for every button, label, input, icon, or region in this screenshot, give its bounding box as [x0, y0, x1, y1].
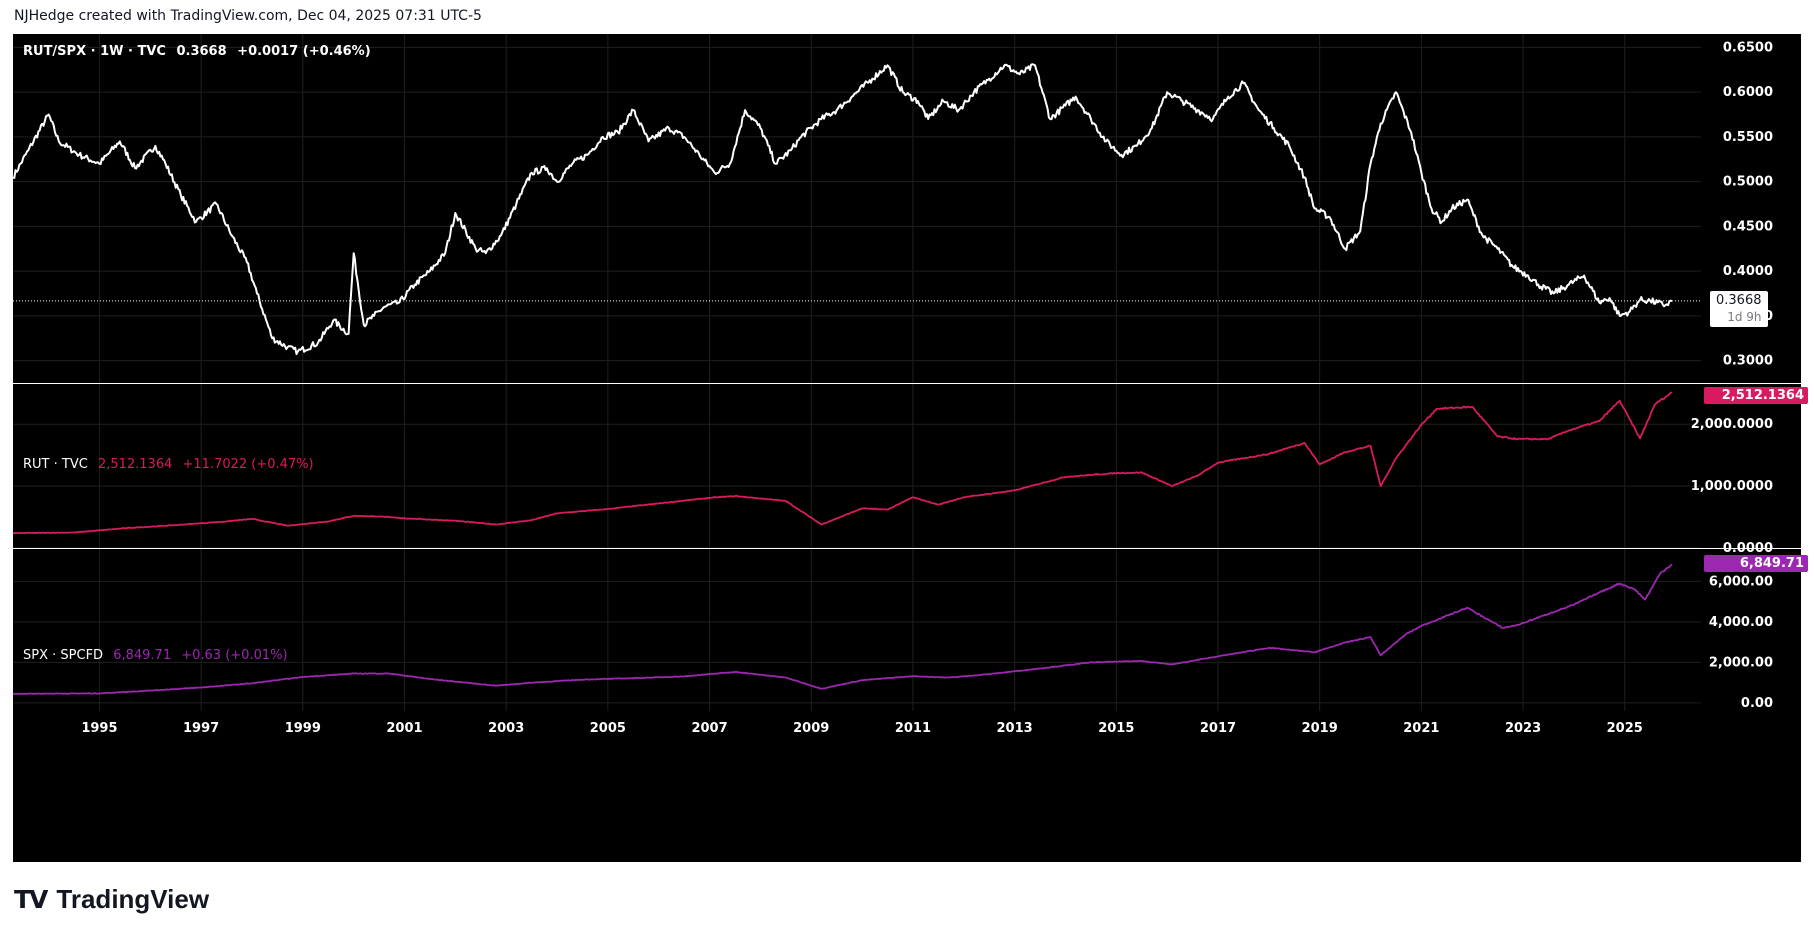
- legend-main-symbol: RUT/SPX · 1W · TVC: [23, 44, 166, 59]
- y-tick-label-main: 0.5000: [1723, 175, 1773, 190]
- x-tick-label: 1997: [183, 721, 219, 736]
- legend-spx[interactable]: SPX · SPCFD 6,849.71 +0.63 (+0.01%): [23, 648, 294, 663]
- tradingview-mark-icon: TV: [14, 884, 48, 914]
- price-tag-main: 0.3668 1d 9h: [1710, 290, 1768, 327]
- x-tick-label: 2011: [895, 721, 931, 736]
- series-line-rut[interactable]: [13, 391, 1673, 535]
- y-tick-label-main: 0.4000: [1723, 264, 1773, 279]
- x-tick-label: 2025: [1607, 721, 1643, 736]
- y-tick-label-main: 0.6500: [1723, 40, 1773, 55]
- y-tick-label-main: 0.4500: [1723, 219, 1773, 234]
- legend-main[interactable]: RUT/SPX · 1W · TVC 0.3668 +0.0017 (+0.46…: [23, 44, 377, 59]
- x-tick-label: 1995: [81, 721, 117, 736]
- x-tick-label: 2015: [1098, 721, 1134, 736]
- y-tick-label-spx: 2,000.00: [1709, 655, 1773, 670]
- legend-rut-symbol: RUT · TVC: [23, 457, 88, 472]
- x-tick-label: 2021: [1403, 721, 1439, 736]
- x-tick-label: 2019: [1302, 721, 1338, 736]
- x-tick-label: 2013: [997, 721, 1033, 736]
- legend-main-last: 0.3668: [176, 44, 227, 59]
- x-tick-label: 2007: [691, 721, 727, 736]
- x-tick-label: 2009: [793, 721, 829, 736]
- x-tick-label: 2003: [488, 721, 524, 736]
- legend-rut[interactable]: RUT · TVC 2,512.1364 +11.7022 (+0.47%): [23, 457, 320, 472]
- y-tick-label-rut: 2,000.0000: [1691, 417, 1773, 432]
- x-tick-label: 2001: [386, 721, 422, 736]
- legend-spx-symbol: SPX · SPCFD: [23, 648, 104, 663]
- y-tick-label-spx: 6,000.00: [1709, 574, 1773, 589]
- series-line-spx[interactable]: [13, 563, 1673, 695]
- y-tick-label-spx: 4,000.00: [1709, 615, 1773, 630]
- price-tag-main-value: 0.3668: [1716, 292, 1762, 308]
- chart-svg[interactable]: 1995 1997 1999 2001 2003 2005 2007 2009 2011 2013…: [13, 34, 1801, 862]
- x-tick-label: 2017: [1200, 721, 1236, 736]
- y-tick-label-main: 0.6000: [1723, 85, 1773, 100]
- x-tick-label: 2023: [1505, 721, 1541, 736]
- x-tick-label: 1999: [285, 721, 321, 736]
- y-tick-label-main: 0.5500: [1723, 130, 1773, 145]
- tradingview-logo[interactable]: TV TradingView: [14, 884, 209, 914]
- y-tick-label-rut: 1,000.0000: [1691, 479, 1773, 494]
- series-line-main[interactable]: [13, 63, 1673, 356]
- chart-frame[interactable]: 1995 1997 1999 2001 2003 2005 2007 2009 2011 2013…: [13, 34, 1808, 862]
- legend-spx-last: 6,849.71: [113, 648, 172, 663]
- price-tag-rut: 2,512.1364: [1704, 387, 1808, 404]
- legend-main-change: +0.0017 (+0.46%): [237, 44, 371, 59]
- price-tag-spx: 6,849.71: [1704, 555, 1808, 573]
- legend-rut-last: 2,512.1364: [97, 457, 173, 472]
- y-tick-label-main: 0.3000: [1723, 354, 1773, 369]
- y-tick-label-spx: 0.00: [1741, 696, 1773, 711]
- chart-caption: NJHedge created with TradingView.com, De…: [14, 8, 482, 24]
- x-tick-label: 2005: [590, 721, 626, 736]
- tradingview-wordmark: TradingView: [56, 883, 210, 914]
- legend-rut-change: +11.7022 (+0.47%): [182, 457, 314, 472]
- bar-countdown: 1d 9h: [1727, 309, 1762, 324]
- legend-spx-change: +0.63 (+0.01%): [181, 648, 288, 663]
